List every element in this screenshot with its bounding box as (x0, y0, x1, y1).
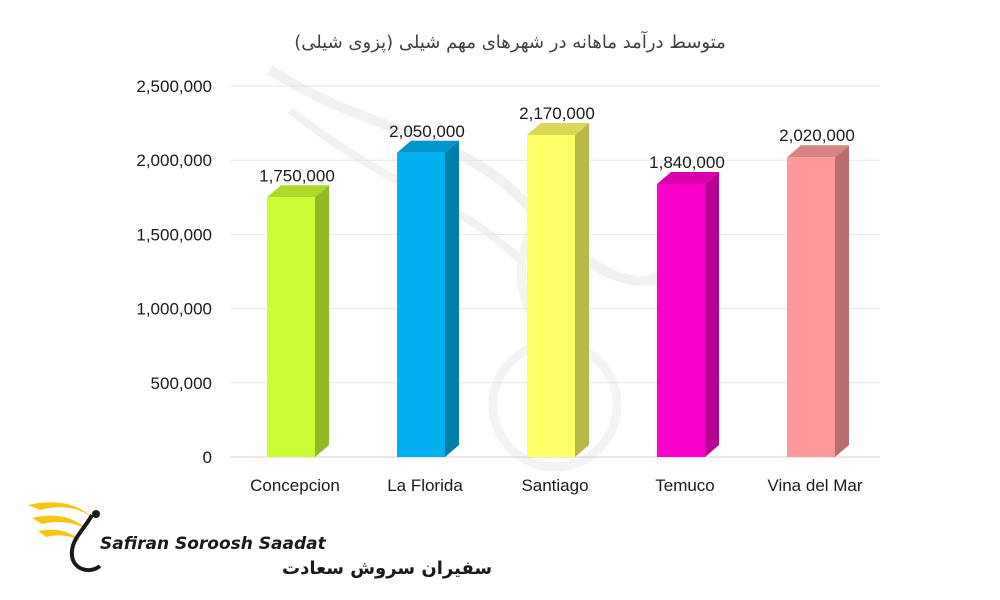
data-label: 2,170,000 (519, 104, 595, 123)
bar-top (397, 140, 459, 153)
bar (657, 171, 719, 457)
bar-side (445, 140, 459, 457)
y-tick-label: 500,000 (151, 374, 212, 393)
bar (527, 122, 589, 458)
bar (787, 145, 849, 457)
bar-side (575, 122, 589, 458)
grid (230, 85, 880, 458)
bar-front (787, 157, 835, 457)
y-tick-label: 1,000,000 (136, 300, 212, 319)
y-tick-label: 0 (203, 448, 212, 467)
data-label: 1,840,000 (649, 153, 725, 172)
data-label: 1,750,000 (259, 166, 335, 185)
y-axis: 0 500,000 1,000,000 1,500,000 2,000,000 2,500… (136, 77, 212, 467)
x-axis: Concepcion La Florida Santiago Temuco Vina d… (250, 476, 863, 495)
bar-front (267, 197, 315, 458)
bar-front (527, 134, 575, 458)
data-label: 2,050,000 (389, 122, 465, 141)
bar (267, 185, 329, 458)
bars (267, 122, 849, 458)
chart-title: متوسط درآمد ماهانه در شهرهای مهم شیلی (پ… (294, 30, 726, 53)
x-tick-label: Santiago (521, 476, 588, 495)
logo: Safiran Soroosh Saadat سفیران سروش سعادت (28, 502, 492, 579)
swan-logo-icon (28, 502, 102, 573)
logo-name-en: Safiran Soroosh Saadat (100, 534, 327, 554)
bar-side (315, 185, 329, 458)
bar-top (267, 185, 329, 198)
data-labels: 1,750,000 2,050,000 2,170,000 1,840,000 2,02… (259, 104, 855, 185)
bar-front (397, 152, 445, 457)
logo-name-fa: سفیران سروش سعادت (282, 558, 492, 579)
x-tick-label: La Florida (387, 476, 463, 495)
x-tick-label: Temuco (655, 476, 715, 495)
bar-top (657, 171, 719, 184)
x-tick-label: Vina del Mar (767, 476, 862, 495)
bar-side (835, 145, 849, 457)
bar-top (787, 145, 849, 158)
bar (397, 140, 459, 457)
y-tick-label: 2,500,000 (136, 77, 212, 96)
y-tick-label: 1,500,000 (136, 225, 212, 244)
watermark (267, 65, 684, 472)
x-tick-label: Concepcion (250, 476, 340, 495)
bar-top (527, 122, 589, 135)
data-label: 2,020,000 (779, 126, 855, 145)
bar-side (705, 171, 719, 457)
bar-front (657, 183, 705, 457)
y-tick-label: 2,000,000 (136, 151, 212, 170)
